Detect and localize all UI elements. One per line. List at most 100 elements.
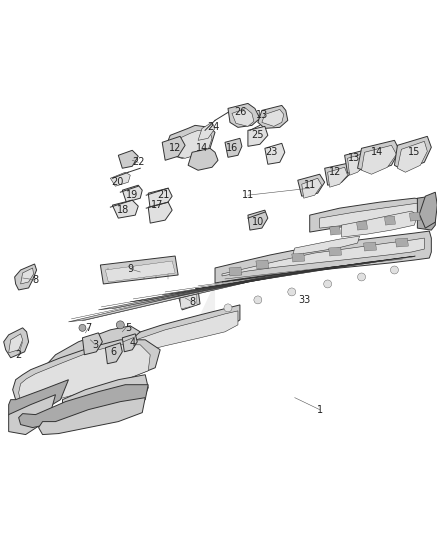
Text: 23: 23	[265, 147, 278, 157]
Polygon shape	[68, 305, 240, 368]
Polygon shape	[345, 149, 371, 173]
Text: 15: 15	[408, 147, 420, 157]
Text: 16: 16	[226, 143, 238, 154]
Circle shape	[117, 321, 124, 329]
Polygon shape	[385, 216, 396, 225]
Text: 4: 4	[129, 338, 135, 348]
Text: 13: 13	[256, 110, 268, 120]
Text: 19: 19	[126, 190, 138, 200]
Text: 17: 17	[151, 200, 163, 210]
Text: 20: 20	[111, 177, 124, 187]
Polygon shape	[162, 265, 350, 295]
Polygon shape	[357, 221, 367, 230]
Polygon shape	[148, 202, 172, 223]
Polygon shape	[298, 174, 325, 196]
Text: 3: 3	[92, 340, 99, 350]
Polygon shape	[75, 311, 238, 371]
Text: 22: 22	[132, 157, 145, 167]
Polygon shape	[170, 131, 212, 158]
Polygon shape	[222, 238, 424, 276]
Circle shape	[224, 304, 232, 312]
Polygon shape	[258, 106, 288, 128]
Text: 11: 11	[242, 190, 254, 200]
Polygon shape	[215, 231, 431, 283]
Polygon shape	[122, 334, 137, 352]
Polygon shape	[46, 326, 140, 372]
Polygon shape	[195, 260, 385, 289]
Polygon shape	[180, 294, 197, 309]
Text: 18: 18	[117, 205, 130, 215]
Polygon shape	[225, 139, 242, 157]
Text: 14: 14	[196, 143, 208, 154]
Polygon shape	[222, 256, 415, 282]
Polygon shape	[417, 196, 435, 230]
Text: 12: 12	[169, 143, 181, 154]
Polygon shape	[198, 123, 215, 140]
Polygon shape	[14, 264, 37, 290]
Polygon shape	[256, 260, 269, 269]
Polygon shape	[396, 238, 408, 247]
Text: 33: 33	[299, 295, 311, 305]
Text: 14: 14	[371, 147, 384, 157]
Polygon shape	[19, 345, 150, 407]
Text: 24: 24	[207, 123, 219, 132]
Text: 2: 2	[15, 350, 22, 360]
Circle shape	[254, 296, 262, 304]
Text: 10: 10	[252, 217, 264, 227]
Polygon shape	[19, 385, 148, 427]
Circle shape	[288, 288, 296, 296]
Text: 8: 8	[32, 275, 39, 285]
Polygon shape	[112, 200, 138, 218]
Circle shape	[79, 325, 86, 332]
Polygon shape	[106, 261, 175, 282]
Polygon shape	[110, 172, 130, 186]
Polygon shape	[188, 148, 218, 170]
Polygon shape	[130, 270, 313, 302]
Polygon shape	[328, 167, 348, 187]
Polygon shape	[293, 236, 360, 255]
Polygon shape	[106, 343, 122, 364]
Polygon shape	[118, 150, 138, 168]
Polygon shape	[310, 198, 431, 232]
Polygon shape	[265, 143, 285, 164]
Polygon shape	[410, 212, 420, 221]
Polygon shape	[99, 276, 278, 310]
Polygon shape	[9, 334, 23, 353]
Text: 6: 6	[110, 347, 117, 357]
Text: 12: 12	[329, 167, 342, 177]
Polygon shape	[178, 290, 200, 310]
Text: 11: 11	[304, 180, 316, 190]
Polygon shape	[348, 154, 367, 175]
Text: 13: 13	[349, 154, 361, 163]
Circle shape	[324, 280, 332, 288]
Polygon shape	[232, 108, 254, 126]
Polygon shape	[82, 333, 102, 355]
Polygon shape	[320, 203, 429, 228]
Polygon shape	[229, 267, 242, 276]
Polygon shape	[63, 375, 148, 417]
Polygon shape	[100, 256, 178, 284]
Polygon shape	[122, 185, 142, 202]
Text: 9: 9	[127, 264, 133, 274]
Text: 5: 5	[125, 323, 131, 333]
Polygon shape	[325, 163, 352, 185]
Polygon shape	[68, 231, 431, 368]
Text: 21: 21	[157, 190, 170, 200]
Polygon shape	[9, 379, 68, 422]
Polygon shape	[397, 141, 427, 172]
Polygon shape	[419, 192, 437, 228]
Text: 26: 26	[235, 108, 247, 117]
Polygon shape	[262, 109, 284, 126]
Polygon shape	[330, 226, 341, 235]
Polygon shape	[328, 247, 342, 256]
Polygon shape	[39, 398, 145, 434]
Polygon shape	[395, 136, 431, 170]
Text: 1: 1	[317, 405, 323, 415]
Polygon shape	[9, 394, 56, 434]
Polygon shape	[4, 328, 28, 358]
Polygon shape	[148, 188, 172, 209]
Polygon shape	[361, 146, 396, 174]
Text: 8: 8	[189, 297, 195, 307]
Text: 25: 25	[251, 131, 264, 140]
Polygon shape	[21, 268, 34, 284]
